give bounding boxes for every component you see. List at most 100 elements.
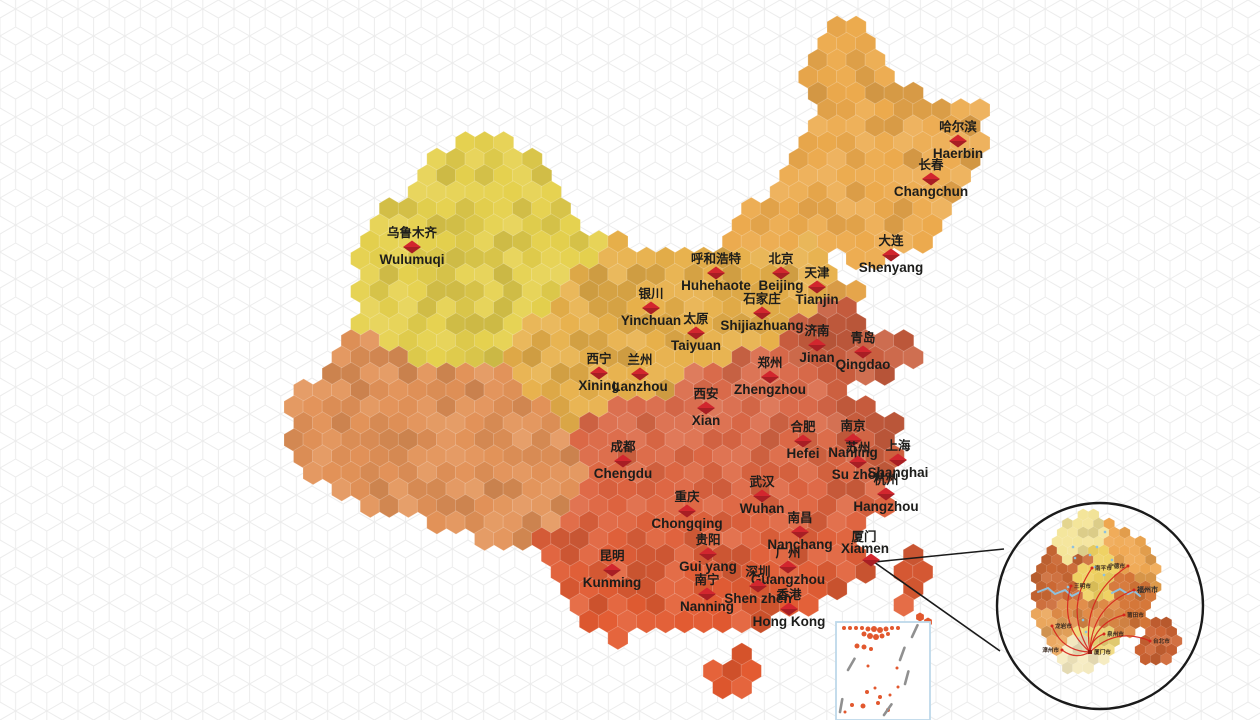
- sea-island-dot: [850, 703, 854, 707]
- city-marker[interactable]: [698, 587, 716, 601]
- city-label-zh: 呼和浩特: [691, 251, 742, 266]
- sea-island-dot: [873, 686, 877, 690]
- city-marker[interactable]: [862, 553, 880, 567]
- marker-diamond-top: [678, 504, 696, 511]
- city-marker[interactable]: [614, 454, 632, 468]
- city-marker[interactable]: [753, 306, 771, 320]
- city-jinan: 济南 Jinan: [799, 323, 834, 365]
- city-marker[interactable]: [877, 487, 895, 501]
- hex-tile: [864, 246, 886, 271]
- city-label-zh: 昆明: [599, 548, 624, 563]
- city-marker[interactable]: [678, 504, 696, 518]
- city-marker[interactable]: [922, 172, 940, 186]
- city-marker[interactable]: [779, 560, 797, 574]
- city-marker[interactable]: [707, 266, 725, 280]
- marker-diamond-top: [808, 280, 826, 287]
- inset-city-dot[interactable]: [1122, 613, 1126, 617]
- city-label-zh: 太原: [683, 311, 709, 326]
- city-marker[interactable]: [808, 338, 826, 352]
- city-marker[interactable]: [590, 366, 608, 380]
- sea-island-dot: [860, 703, 866, 709]
- marker-diamond-top: [791, 525, 809, 532]
- city-guangzhou: 广州 Guangzhou: [751, 545, 825, 587]
- sea-island-dot: [843, 710, 847, 714]
- lake-dot: [1103, 530, 1107, 534]
- marker-diamond-bottom: [844, 440, 862, 447]
- city-marker[interactable]: [749, 579, 767, 593]
- city-label-en: Kunming: [583, 575, 642, 590]
- sea-island-dot: [895, 666, 899, 670]
- city-marker[interactable]: [780, 602, 798, 616]
- city-marker[interactable]: [697, 401, 715, 415]
- marker-diamond-top: [753, 489, 771, 496]
- lake-dot: [1095, 545, 1099, 549]
- city-label-zh: 石家庄: [742, 291, 781, 306]
- city-marker[interactable]: [761, 370, 779, 384]
- sea-island-dot: [860, 626, 864, 630]
- inset-city-dot[interactable]: [1126, 564, 1130, 568]
- city-taiyuan: 太原 Taiyuan: [671, 311, 721, 353]
- city-marker[interactable]: [808, 280, 826, 294]
- marker-diamond-bottom: [614, 461, 632, 468]
- city-marker[interactable]: [854, 345, 872, 359]
- marker-diamond-top: [687, 326, 705, 333]
- sea-island-dot: [879, 633, 885, 639]
- city-label-en: Yinchuan: [621, 313, 681, 328]
- city-label-en: Nanchang: [767, 537, 832, 552]
- marker-diamond-top: [772, 266, 790, 273]
- nine-dash-segment: [846, 657, 856, 672]
- inset-city-dot[interactable]: [1050, 624, 1054, 628]
- city-kunming: 昆明 Kunming: [583, 548, 642, 590]
- marker-diamond-bottom: [808, 345, 826, 352]
- city-marker[interactable]: [844, 433, 862, 447]
- city-marker[interactable]: [882, 248, 900, 262]
- sea-island-dot: [886, 632, 890, 636]
- city-marker[interactable]: [791, 525, 809, 539]
- city-label-en: Zhengzhou: [734, 382, 806, 397]
- city-marker[interactable]: [753, 489, 771, 503]
- marker-diamond-top: [844, 433, 862, 440]
- city-marker[interactable]: [603, 563, 621, 577]
- city-marker[interactable]: [403, 240, 421, 254]
- city-marker[interactable]: [631, 367, 649, 381]
- city-marker[interactable]: [794, 434, 812, 448]
- city-marker[interactable]: [949, 134, 967, 148]
- sea-island-dot: [861, 644, 867, 650]
- city-marker[interactable]: [642, 301, 660, 315]
- inset-city-label: 漳州市: [1042, 646, 1059, 654]
- marker-diamond-bottom: [949, 141, 967, 148]
- hex-tile: [912, 229, 934, 255]
- hex-tile: [607, 625, 629, 651]
- city-marker[interactable]: [687, 326, 705, 340]
- city-label-en: Lanzhou: [612, 379, 668, 394]
- inset-city-dot[interactable]: [1069, 584, 1073, 588]
- inset-city-label: 莆田市: [1127, 611, 1144, 619]
- city-label-zh: 大连: [878, 233, 904, 248]
- city-marker[interactable]: [849, 455, 867, 469]
- city-label-en: Chongqing: [651, 516, 722, 531]
- sea-island-dot: [854, 626, 858, 630]
- river-line: [1111, 587, 1141, 597]
- inset-city-dot[interactable]: [1090, 566, 1094, 570]
- hex-tile: [731, 675, 753, 700]
- marker-diamond-top: [753, 306, 771, 313]
- city-marker[interactable]: [889, 453, 907, 467]
- city-label-zh: 青岛: [850, 330, 875, 345]
- marker-diamond-bottom: [794, 441, 812, 448]
- inset-city-dot[interactable]: [1102, 632, 1106, 636]
- city-label-zh: 苏州: [845, 440, 870, 455]
- lake-dot: [1102, 573, 1106, 577]
- city-marker[interactable]: [772, 266, 790, 280]
- city-marker[interactable]: [699, 547, 717, 561]
- inset-city-dot[interactable]: [1148, 639, 1152, 643]
- inset-city-dot[interactable]: [1060, 648, 1064, 652]
- inset-city-dot[interactable]: [1132, 588, 1136, 592]
- marker-diamond-top: [882, 248, 900, 255]
- city-label-en: Nanjing: [828, 445, 878, 460]
- city-label-zh: 西安: [693, 386, 718, 401]
- inset-origin-marker[interactable]: [1088, 650, 1092, 654]
- marker-diamond-bottom: [862, 560, 880, 567]
